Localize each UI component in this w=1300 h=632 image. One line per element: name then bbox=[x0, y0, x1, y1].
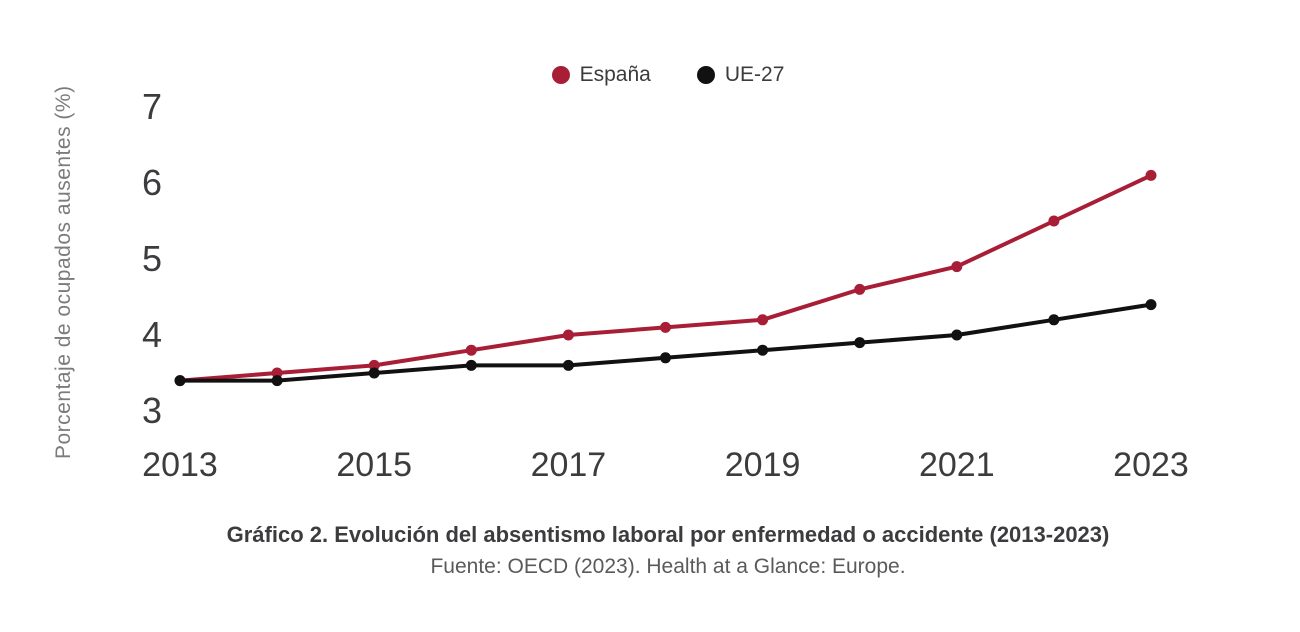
data-point-marker bbox=[660, 352, 671, 364]
data-point-marker bbox=[562, 329, 574, 341]
data-point-marker bbox=[368, 359, 380, 371]
data-point-marker bbox=[174, 375, 186, 387]
legend-label-ue27: UE-27 bbox=[724, 63, 785, 86]
chart-caption-source: Fuente: OECD (2023). Health at a Glance:… bbox=[430, 555, 906, 578]
legend-marker-espana-icon bbox=[551, 66, 570, 84]
data-point-marker bbox=[271, 375, 283, 387]
data-point-marker bbox=[465, 344, 477, 356]
x-tick-label: 2015 bbox=[336, 446, 412, 484]
data-point-marker bbox=[1145, 169, 1157, 181]
x-tick-label: 2013 bbox=[142, 446, 218, 484]
x-tick-label: 2017 bbox=[531, 446, 607, 484]
y-tick-label: 7 bbox=[142, 86, 162, 127]
data-point-marker bbox=[562, 359, 574, 371]
legend-item-ue27: UE-27 bbox=[696, 63, 785, 87]
chart-legend: España UE-27 bbox=[18, 63, 1300, 87]
data-point-marker bbox=[1048, 314, 1060, 326]
data-point-marker bbox=[465, 359, 477, 371]
chart-caption-title: Gráfico 2. Evolución del absentismo labo… bbox=[226, 522, 1110, 547]
series-line-espaa bbox=[178, 173, 1153, 383]
data-point-marker bbox=[854, 337, 866, 349]
y-tick-label: 3 bbox=[142, 390, 162, 431]
y-tick-label: 6 bbox=[142, 162, 162, 203]
data-point-marker bbox=[757, 344, 769, 356]
legend-marker-ue27-icon bbox=[696, 66, 715, 84]
data-point-marker bbox=[951, 261, 963, 273]
data-point-marker bbox=[951, 329, 963, 341]
data-point-marker bbox=[660, 321, 671, 333]
x-tick-label: 2019 bbox=[725, 446, 801, 484]
y-tick-label: 5 bbox=[142, 238, 162, 279]
data-point-marker bbox=[368, 367, 380, 379]
x-tick-label: 2023 bbox=[1113, 446, 1189, 484]
data-point-marker bbox=[271, 367, 283, 379]
data-point-marker bbox=[1145, 299, 1157, 311]
y-tick-label: 4 bbox=[142, 314, 162, 355]
data-point-marker bbox=[757, 314, 769, 326]
chart-caption: Gráfico 2. Evolución del absentismo labo… bbox=[18, 519, 1300, 583]
legend-label-espana: España bbox=[579, 63, 651, 86]
data-point-marker bbox=[1048, 215, 1060, 227]
legend-item-espana: España bbox=[551, 63, 651, 87]
line-chart-plot: 3 4 5 6 7 2013 2015 2017 2019 2021 2023 bbox=[142, 86, 1189, 484]
data-point-marker bbox=[854, 283, 866, 295]
x-tick-label: 2021 bbox=[919, 446, 995, 484]
